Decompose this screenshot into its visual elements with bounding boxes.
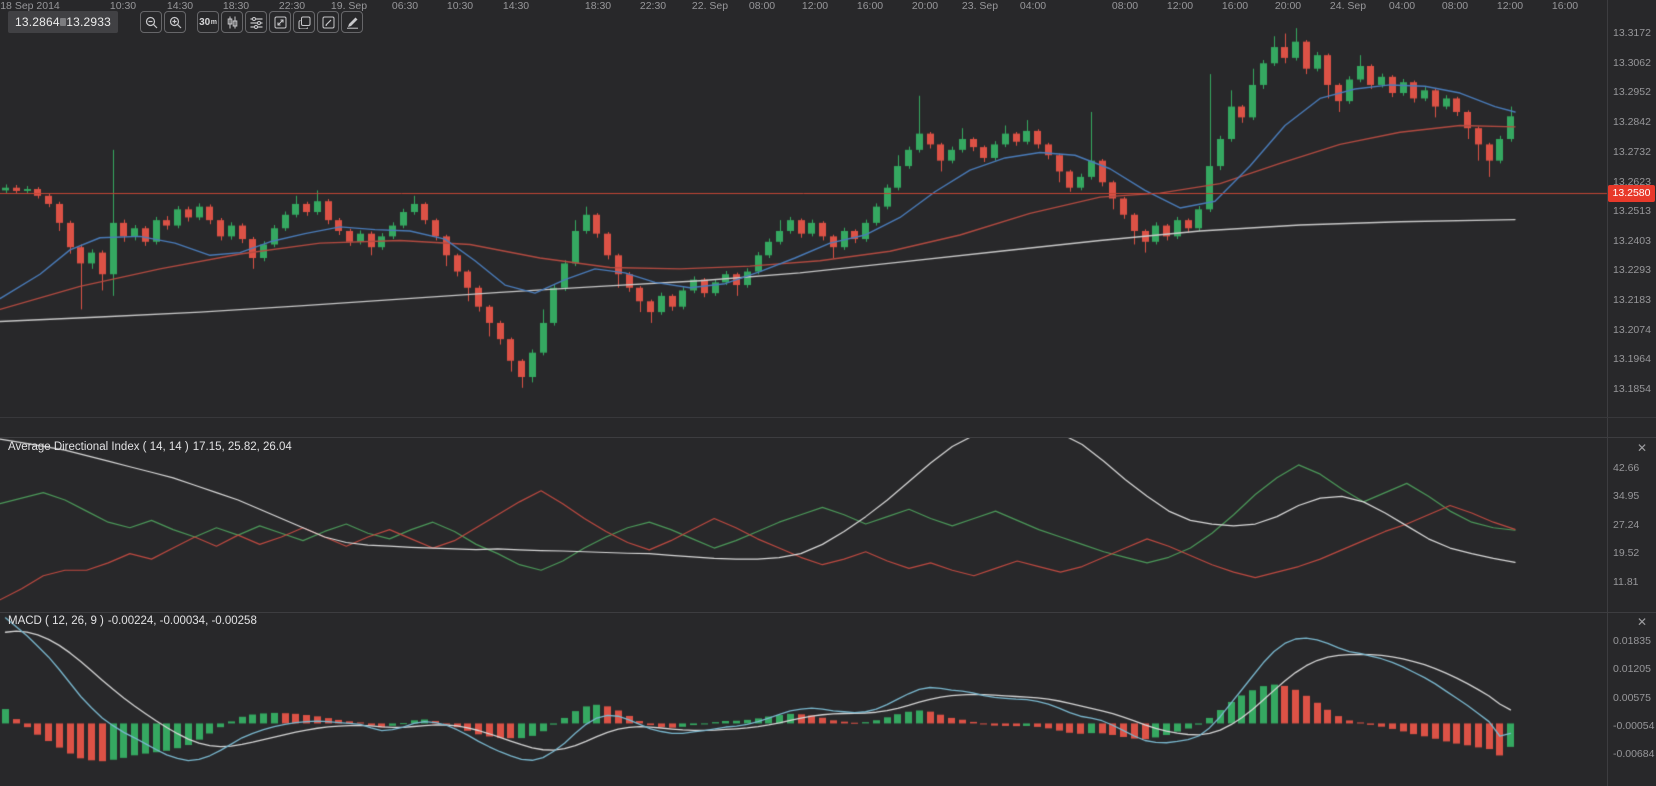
price-axis-label: 13.2952	[1613, 86, 1651, 98]
time-axis[interactable]	[0, 417, 1607, 437]
time-axis-label: 06:30	[391, 0, 419, 12]
price-line-tag-value: 13.2580	[1612, 187, 1651, 199]
time-axis-label: 22. Sep	[691, 0, 729, 12]
time-axis-label: 20:00	[1274, 0, 1302, 12]
price-axis-label: 13.2513	[1613, 205, 1651, 217]
bid-price: 13.2864	[15, 15, 60, 29]
macd-axis-label: 0.00575	[1613, 692, 1651, 704]
time-axis-label: 08:00	[1111, 0, 1139, 12]
price-axis-label: 13.2403	[1613, 235, 1651, 247]
duplicate-button[interactable]	[293, 11, 315, 33]
macd-axis-label: 0.01205	[1613, 663, 1651, 675]
close-icon: ✕	[1636, 441, 1648, 455]
adx-axis-label: 34.95	[1613, 490, 1640, 502]
time-axis-label: 16:00	[1221, 0, 1249, 12]
time-axis-label: 18:30	[222, 0, 250, 12]
chart-type-button[interactable]	[221, 11, 243, 33]
candlestick-icon	[226, 16, 239, 29]
adx-axis-label: 27.24	[1613, 519, 1640, 531]
sliders-icon	[250, 16, 263, 29]
price-axis-label: 13.2074	[1613, 324, 1651, 336]
macd-pane-title[interactable]: MACD ( 12, 26, 9 ) -0.00224, -0.00034, -0…	[8, 615, 257, 627]
macd-values-text: -0.00224, -0.00034, -0.00258	[107, 615, 257, 627]
zoom-in-button[interactable]	[164, 11, 186, 33]
time-axis-label: 10:30	[446, 0, 474, 12]
adx-pane-title[interactable]: Average Directional Index ( 14, 14 ) 17.1…	[8, 441, 292, 453]
time-axis-label: 20:00	[911, 0, 939, 12]
price-axis-label: 13.2842	[1613, 116, 1651, 128]
expand-button[interactable]	[269, 11, 291, 33]
adx-close-button[interactable]: ✕	[1634, 440, 1650, 456]
timeframe-unit: m	[210, 18, 217, 26]
pencil-icon	[346, 16, 359, 29]
macd-close-button[interactable]: ✕	[1634, 614, 1650, 630]
time-axis-label: 23. Sep	[961, 0, 999, 12]
timeframe-label: 30	[199, 16, 211, 28]
time-axis-label: 16:00	[856, 0, 884, 12]
macd-axis-label: -0.00054	[1613, 720, 1655, 732]
price-axis-label: 13.2293	[1613, 264, 1651, 276]
time-axis-label: 08:00	[1441, 0, 1469, 12]
adx-values-text: 17.15, 25.82, 26.04	[192, 441, 292, 453]
time-axis-label: 22:30	[278, 0, 306, 12]
price-axis-label: 13.1964	[1613, 353, 1651, 365]
price-line-tag: 13.2580	[1608, 184, 1655, 202]
macd-title-text: MACD ( 12, 26, 9 )	[8, 615, 104, 627]
adx-axis-label: 42.66	[1613, 462, 1640, 474]
price-axis-separator	[1607, 0, 1608, 786]
time-axis-label: 08:00	[748, 0, 776, 12]
copy-icon	[298, 16, 311, 29]
adx-title-text: Average Directional Index ( 14, 14 )	[8, 441, 189, 453]
adx-pane-separator[interactable]	[0, 437, 1656, 438]
price-axis-label: 13.3172	[1613, 27, 1651, 39]
time-axis-label: 14:30	[166, 0, 194, 12]
time-axis-label: 16:00	[1551, 0, 1579, 12]
time-axis-label: 12:00	[1166, 0, 1194, 12]
draw-button[interactable]	[341, 11, 363, 33]
spread-indicator-icon	[59, 18, 67, 26]
macd-axis-label: -0.00684	[1613, 748, 1655, 760]
time-axis-label: 14:30	[502, 0, 530, 12]
zoom-out-icon	[145, 16, 158, 29]
indicators-button[interactable]	[245, 11, 267, 33]
time-axis-label: 10:30	[109, 0, 137, 12]
expand-icon	[274, 16, 287, 29]
time-axis-label: 18 Sep 2014	[0, 0, 60, 12]
adx-axis-label: 19.52	[1613, 547, 1640, 559]
price-axis-label: 13.2183	[1613, 294, 1651, 306]
macd-axis-label: 0.01835	[1613, 635, 1651, 647]
zoom-out-button[interactable]	[140, 11, 162, 33]
adx-axis-label: 11.81	[1613, 576, 1639, 588]
toolbar-buttons: 30 m	[140, 11, 365, 33]
ask-price: 13.2933	[66, 15, 111, 29]
price-axis-label: 13.3062	[1613, 57, 1651, 69]
time-axis-label: 18:30	[584, 0, 612, 12]
zoom-in-icon	[169, 16, 182, 29]
time-axis-label: 12:00	[801, 0, 829, 12]
macd-pane-separator[interactable]	[0, 612, 1656, 613]
time-axis-label: 12:00	[1496, 0, 1524, 12]
chart-toolbar: 13.2864 13.2933 30 m	[8, 11, 365, 33]
time-axis-separator	[0, 417, 1656, 418]
price-axis-label: 13.2732	[1613, 146, 1651, 158]
timeframe-button[interactable]: 30 m	[197, 11, 219, 33]
time-axis-label: 22:30	[639, 0, 667, 12]
time-axis-label: 04:00	[1388, 0, 1416, 12]
bid-ask-quote[interactable]: 13.2864 13.2933	[8, 11, 118, 33]
time-axis-label: 24. Sep	[1329, 0, 1367, 12]
edit-icon	[322, 16, 335, 29]
time-axis-label: 04:00	[1019, 0, 1047, 12]
time-axis-label: 19. Sep	[330, 0, 368, 12]
price-axis-label: 13.1854	[1613, 383, 1651, 395]
close-icon: ✕	[1636, 615, 1648, 629]
edit-button[interactable]	[317, 11, 339, 33]
